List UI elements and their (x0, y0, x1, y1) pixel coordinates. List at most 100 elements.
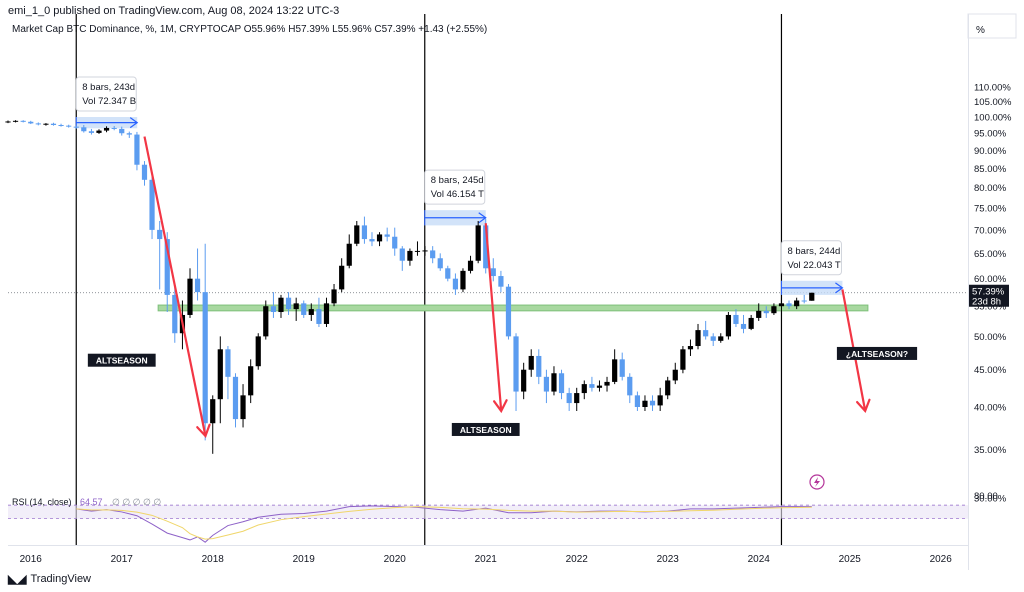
candle-body (149, 179, 155, 230)
candle-body (278, 297, 284, 313)
candle-body (103, 127, 110, 131)
x-tick-label: 2016 (20, 554, 43, 565)
candle-body (566, 393, 572, 404)
candle-body (543, 376, 550, 392)
range-boxes: 8 bars, 243d Vol 72.347 B 8 bars, 245d Vol … (75, 76, 844, 295)
y-tick-label: 95.00% (974, 129, 1007, 140)
candle-body (748, 317, 754, 329)
candle-body (316, 309, 322, 324)
candle-body (81, 127, 87, 132)
red-arrow-head (856, 398, 871, 414)
candle-body (354, 225, 360, 244)
candle-body (308, 309, 314, 315)
range-label-bars: 8 bars, 243d (82, 82, 135, 93)
candle-body (28, 121, 34, 124)
range-label-bars: 8 bars, 244d (787, 246, 840, 257)
annotation-label: ALTSEASON (96, 356, 148, 366)
candle-body (513, 336, 519, 392)
candle-body (172, 294, 178, 334)
candle-body (740, 323, 747, 329)
candle-body (119, 128, 125, 134)
candle-body (596, 385, 603, 388)
y-tick-label: 70.00% (974, 225, 1007, 236)
x-tick-label: 2022 (566, 554, 589, 565)
y-tick-label: 85.00% (974, 164, 1007, 175)
candle-body (255, 336, 261, 367)
y-tick-label: 40.00% (974, 403, 1007, 414)
candle-body (574, 393, 580, 404)
candle-body (771, 306, 777, 314)
y-tick-label: 50.00% (974, 332, 1007, 343)
candle-body (369, 239, 375, 242)
candle-body (756, 310, 762, 318)
current-price-value: 57.39% (972, 287, 1005, 298)
rsi-legend: RSI (14, close) 64.57 ∅ ∅ ∅ ∅ ∅ (12, 497, 161, 507)
candle-body (96, 130, 102, 133)
rsi-level-label: 80.00 (974, 491, 998, 502)
y-tick-label: 30.00% (974, 494, 1007, 505)
symbol-legend: Market Cap BTC Dominance, %, 1M, CRYPTOC… (12, 24, 488, 35)
rsi-band (8, 505, 968, 519)
range-label-box (75, 76, 137, 112)
candle-body (718, 336, 724, 341)
candle-body (437, 258, 443, 269)
range-arrow-head (129, 117, 139, 129)
candle-body (551, 373, 557, 392)
x-tick-label: 2018 (202, 554, 225, 565)
range-label-box (424, 169, 486, 205)
candle-body (445, 268, 451, 279)
candle-body (687, 346, 694, 350)
candle-body (134, 134, 140, 165)
price-axis-border (968, 14, 969, 570)
rsi-ma-line (76, 506, 812, 540)
candle-body (414, 250, 421, 252)
candle-body (202, 292, 208, 424)
candle-body (680, 349, 686, 370)
x-tick-label: 2017 (111, 554, 134, 565)
red-arrow-head (493, 399, 508, 414)
candle-body (794, 300, 800, 307)
y-tick-label: 110.00% (974, 82, 1011, 93)
support-zone (157, 304, 869, 312)
candle-body (376, 234, 383, 242)
annotation-bg (451, 422, 520, 436)
countdown: 23d 8h (972, 297, 1001, 308)
candle-body (270, 306, 277, 313)
unit-box (967, 13, 1017, 39)
candle-body (536, 355, 542, 377)
candle-body (339, 265, 345, 290)
candle-body (558, 373, 565, 394)
annotation-bg (87, 353, 156, 367)
candle-body (164, 239, 170, 295)
y-tick-label: 60.00% (974, 274, 1007, 285)
candle-body (778, 303, 785, 307)
candle-body (293, 303, 299, 310)
candle-body (248, 366, 254, 396)
price-axis[interactable]: 110.00% 105.00% 100.00% 95.00% 90.00% 85.00% 8… (974, 82, 1012, 504)
candle-body (157, 229, 163, 240)
candle-body (346, 243, 352, 266)
price-unit[interactable]: % (976, 25, 985, 36)
candle-body (422, 250, 428, 252)
x-tick-label: 2026 (930, 554, 953, 565)
candle-body (384, 234, 390, 237)
x-tick-label: 2023 (657, 554, 680, 565)
candle-body (361, 225, 368, 240)
annotation-label: ¿ALTSEASON? (846, 349, 908, 359)
candle-body (407, 250, 413, 261)
range-label-vol: Vol 46.154 T (431, 189, 484, 200)
candle-body (657, 395, 663, 406)
candle-body (225, 349, 231, 377)
range-label-vol: Vol 72.347 B (82, 96, 136, 107)
candle-body (43, 123, 49, 125)
candle-body (475, 225, 481, 261)
candle-body (809, 292, 815, 301)
footer-label: TradingView (30, 573, 92, 585)
candle-body (285, 297, 292, 310)
candle-body (619, 359, 625, 377)
flash-icon[interactable] (809, 474, 825, 490)
time-axis-border (8, 545, 968, 546)
time-axis[interactable]: 2016 2017 2018 2019 2020 2021 2022 2023 2024 2025… (20, 554, 953, 565)
candle-body (521, 369, 527, 392)
